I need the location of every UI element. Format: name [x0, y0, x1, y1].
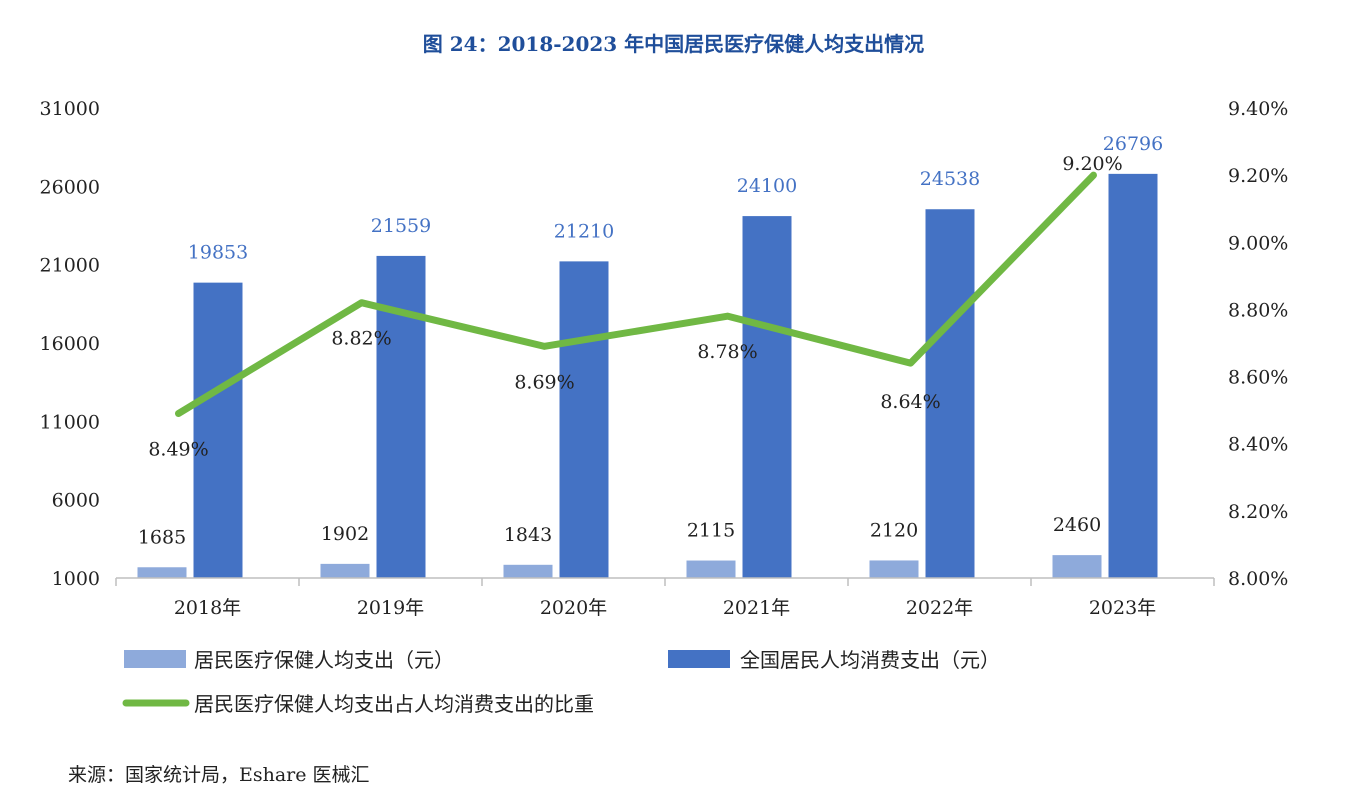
x-axis-category-label: 2019年 — [357, 597, 424, 619]
ratio-data-label: 8.49% — [148, 439, 208, 461]
x-axis-category-label: 2021年 — [723, 597, 790, 619]
health-spend-data-label: 2120 — [870, 519, 918, 541]
left-axis-tick-label: 26000 — [40, 176, 100, 198]
consumption-data-label: 26796 — [1103, 133, 1163, 155]
consumption-data-label: 24538 — [920, 168, 980, 190]
health-spend-data-label: 2115 — [687, 520, 735, 542]
health-spend-bar — [503, 564, 553, 578]
ratio-data-label: 8.82% — [331, 328, 391, 350]
consumption-bar — [559, 261, 609, 578]
right-axis-tick-label: 9.00% — [1228, 232, 1288, 254]
ratio-data-label: 8.64% — [880, 391, 940, 413]
x-axis-category-label: 2018年 — [174, 597, 241, 619]
right-axis-tick-label: 8.80% — [1228, 299, 1288, 321]
left-axis-tick-label: 16000 — [40, 333, 100, 355]
health-spend-bar — [137, 567, 187, 578]
ratio-data-label: 8.69% — [514, 371, 574, 393]
right-axis-tick-label: 9.20% — [1228, 165, 1288, 187]
consumption-data-label: 21559 — [371, 215, 431, 237]
health-spend-bar — [320, 563, 370, 578]
x-axis-ticks: 2018年 2019年 2020年 2021年 2022年 2023年 — [115, 578, 1215, 619]
consumption-data-label: 19853 — [188, 242, 248, 264]
health-spend-data-label: 1843 — [504, 524, 552, 546]
bars-group: 1685 19853 1902 21559 1843 21210 2115 24100 2120… — [137, 133, 1163, 578]
health-spend-bar — [869, 560, 919, 578]
health-spend-bar — [686, 560, 736, 578]
left-axis-tick-label: 6000 — [52, 490, 100, 512]
consumption-bar — [376, 255, 426, 578]
health-spend-bar — [1052, 555, 1102, 578]
right-axis-tick-label: 8.60% — [1228, 367, 1288, 389]
right-axis-ticks: 8.00% 8.20% 8.40% 8.60% 8.80% 9.00% 9.20% 9.40% — [1228, 98, 1288, 590]
ratio-line-group: 8.49% 8.82% 8.69% 8.78% 8.64% 9.20% — [148, 153, 1122, 460]
health-spend-data-label: 1902 — [321, 523, 369, 545]
consumption-bar — [193, 282, 243, 578]
x-axis-category-label: 2023年 — [1089, 597, 1156, 619]
chart-title: 图 24：2018-2023 年中国居民医疗保健人均支出情况 — [422, 32, 925, 56]
left-axis-tick-label: 11000 — [40, 411, 100, 433]
left-axis-tick-label: 21000 — [40, 255, 100, 277]
ratio-line — [175, 171, 1097, 417]
legend-swatch-consumption — [668, 650, 730, 668]
right-axis-tick-label: 8.00% — [1228, 568, 1288, 590]
consumption-bar — [742, 216, 792, 578]
ratio-data-label: 9.20% — [1062, 153, 1122, 175]
left-axis-ticks: 1000 6000 11000 16000 21000 26000 31000 — [40, 98, 100, 590]
consumption-bar — [925, 209, 975, 578]
ratio-data-label: 8.78% — [697, 341, 757, 363]
legend-label-health-spend: 居民医疗保健人均支出（元） — [194, 648, 454, 672]
health-spend-data-label: 1685 — [138, 526, 186, 548]
left-axis-tick-label: 1000 — [52, 568, 100, 590]
consumption-bar — [1108, 173, 1158, 578]
legend-swatch-health-spend — [124, 650, 186, 668]
x-axis-category-label: 2020年 — [540, 597, 607, 619]
x-axis-category-label: 2022年 — [906, 597, 973, 619]
right-axis-tick-label: 9.40% — [1228, 98, 1288, 120]
health-spend-data-label: 2460 — [1053, 514, 1101, 536]
left-axis-tick-label: 31000 — [40, 98, 100, 120]
consumption-data-label: 21210 — [554, 220, 614, 242]
right-axis-tick-label: 8.40% — [1228, 434, 1288, 456]
consumption-data-label: 24100 — [737, 175, 797, 197]
source-note: 来源：国家统计局，Eshare 医械汇 — [68, 764, 370, 786]
right-axis-tick-label: 8.20% — [1228, 501, 1288, 523]
legend-label-consumption: 全国居民人均消费支出（元） — [740, 648, 1000, 672]
legend-label-ratio: 居民医疗保健人均支出占人均消费支出的比重 — [194, 692, 594, 716]
legend: 居民医疗保健人均支出（元） 全国居民人均消费支出（元） 居民医疗保健人均支出占人均消… — [122, 648, 1000, 716]
